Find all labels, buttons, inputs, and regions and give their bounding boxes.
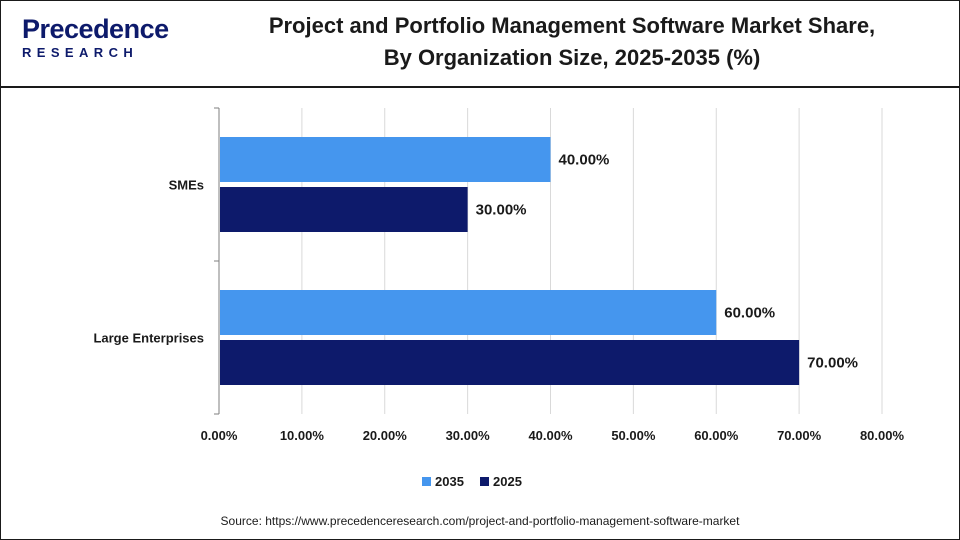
data-label: 30.00% bbox=[476, 202, 527, 219]
x-tick-label: 30.00% bbox=[446, 428, 491, 443]
brand-logo: Precedence RESEARCH bbox=[14, 12, 169, 68]
chart-title-line-2: By Organization Size, 2025-2035 (%) bbox=[383, 45, 761, 70]
x-tick-label: 20.00% bbox=[363, 428, 408, 443]
chart-title: Project and Portfolio Management Softwar… bbox=[200, 10, 944, 74]
header: Precedence RESEARCH Project and Portfoli… bbox=[0, 0, 960, 86]
legend-swatch bbox=[422, 477, 431, 486]
category-label: Large Enterprises bbox=[93, 331, 204, 346]
bar bbox=[220, 137, 551, 182]
data-label: 70.00% bbox=[807, 355, 858, 372]
bar-chart: 0.00% 10.00% 20.00% 30.00% 40.00% 50.00% 60.00… bbox=[93, 107, 905, 489]
category-label: SMEs bbox=[169, 178, 204, 193]
logo-subtitle: RESEARCH bbox=[22, 45, 139, 60]
legend-label: 2025 bbox=[493, 474, 522, 489]
x-tick-label: 60.00% bbox=[694, 428, 739, 443]
bar bbox=[220, 340, 800, 385]
header-divider bbox=[0, 86, 960, 88]
x-tick-label: 50.00% bbox=[611, 428, 656, 443]
x-tick-label: 40.00% bbox=[528, 428, 573, 443]
logo-wordmark: Precedence bbox=[22, 14, 169, 44]
data-label: 60.00% bbox=[724, 305, 775, 322]
data-label: 40.00% bbox=[559, 152, 610, 169]
x-tick-label: 0.00% bbox=[201, 428, 238, 443]
source-note: Source: https://www.precedenceresearch.c… bbox=[220, 514, 740, 528]
x-tick-label: 70.00% bbox=[777, 428, 822, 443]
legend-label: 2035 bbox=[435, 474, 464, 489]
bar bbox=[220, 187, 468, 232]
x-tick-label: 80.00% bbox=[860, 428, 905, 443]
legend-swatch bbox=[480, 477, 489, 486]
bar bbox=[220, 290, 717, 335]
chart-title-line-1: Project and Portfolio Management Softwar… bbox=[268, 13, 876, 38]
x-tick-label: 10.00% bbox=[280, 428, 325, 443]
